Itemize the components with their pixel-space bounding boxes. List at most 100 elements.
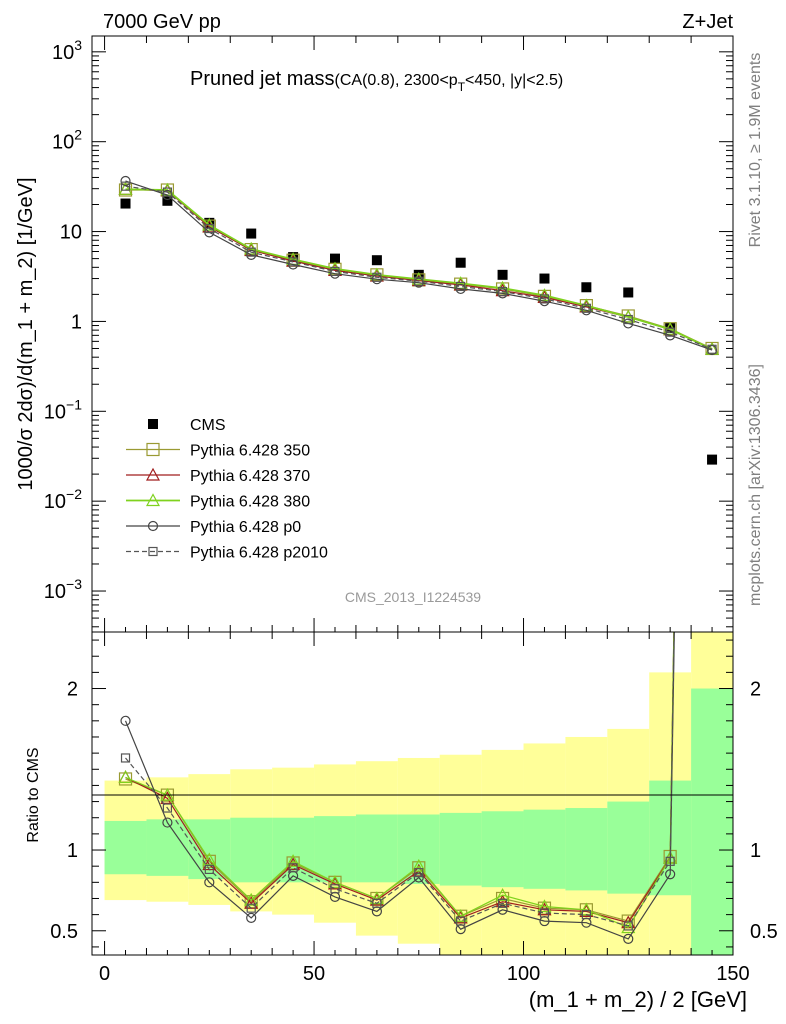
xtick-label: 150: [716, 963, 749, 985]
legend-marker-3: [145, 493, 161, 507]
analysis-label: CMS_2013_I1224539: [345, 589, 481, 605]
ratio-point-1-1: [160, 791, 175, 804]
main-point-0-14: [707, 454, 718, 465]
ratio-point-3-3: [246, 912, 257, 923]
ratio-ytick-label-right: 2: [750, 679, 761, 701]
side-label-mcplots: mcplots.cern.ch [arXiv:1306.3436]: [747, 364, 764, 606]
ratio-ytick-label-right: 1: [750, 840, 761, 862]
main-point-5-4: [288, 257, 298, 267]
ratio-point-3-1: [162, 817, 173, 828]
main-point-0-9: [497, 269, 508, 280]
ratio-series: [118, 632, 678, 944]
main-line-4: [125, 180, 713, 351]
band-green-5: [314, 816, 356, 883]
ratio-y-axis-label: Ratio to CMS: [25, 747, 42, 842]
main-point-3-12: [621, 309, 636, 323]
main-ytick-label: 10−1: [44, 396, 82, 423]
main-point-0-1: [162, 195, 173, 206]
legend-marker-5: [148, 546, 158, 557]
ratio-line-2: [125, 632, 675, 929]
ratio-point-4-3: [246, 903, 256, 913]
legend-label-5: Pythia 6.428 p2010: [190, 545, 328, 562]
main-point-5-0: [120, 181, 131, 191]
main-point-5-5: [330, 266, 340, 277]
chart-title-sub: (CA(0.8), 2300<p: [335, 72, 458, 89]
main-point-0-5: [329, 253, 340, 264]
ratio-point-3-13: [665, 869, 676, 880]
legend-marker-0: [148, 419, 158, 429]
ratio-point-0-4: [286, 856, 300, 870]
legend-label-0: CMS: [190, 417, 226, 434]
legend-label-3: Pythia 6.428 380: [190, 494, 310, 511]
band-green-0: [104, 820, 147, 875]
ratio-ytick-label-right: 0.5: [750, 921, 778, 943]
main-point-5-6: [372, 272, 382, 282]
main-point-5-14: [707, 344, 717, 354]
main-point-0-2: [204, 217, 215, 228]
band-green-8: [439, 812, 482, 886]
ratio-point-4-8: [456, 916, 466, 926]
ratio-frame: [91, 631, 734, 956]
band-green-4: [272, 817, 315, 883]
ratio-point-4-0: [120, 753, 131, 763]
main-point-4-0: [120, 175, 131, 187]
side-label-rivet: Rivet 3.1.10, ≥ 1.9M events: [747, 53, 764, 248]
header-left: 7000 GeV pp: [103, 11, 221, 33]
main-point-5-9: [497, 286, 508, 297]
main-line-3: [125, 188, 713, 351]
main-ytick-label: 1: [71, 311, 82, 333]
main-ytick-base: 10: [44, 491, 66, 513]
xtick-label: 0: [99, 963, 110, 985]
band-green-1: [146, 819, 189, 876]
main-point-5-11: [581, 303, 591, 313]
main-point-0-4: [288, 252, 299, 263]
ratio-line-0: [125, 632, 675, 922]
band-green-6: [355, 814, 398, 883]
main-point-5-7: [414, 276, 424, 286]
main-ytick-base: 10: [52, 42, 74, 64]
band-green-12: [607, 801, 650, 894]
main-point-3-6: [369, 267, 384, 281]
legend-label-1: Pythia 6.428 350: [190, 443, 310, 460]
ratio-point-4-7: [414, 868, 424, 878]
band-green-14: [691, 688, 733, 955]
band-green-10: [523, 809, 566, 889]
main-y-axis-label: 1000/σ 2dσ)/d(m_1 + m_2) [1/GeV]: [15, 177, 37, 490]
ratio-point-4-6: [372, 898, 382, 908]
main-ytick-exp: 3: [74, 37, 82, 53]
x-axis-label: (m_1 + m_2) / 2 [GeV]: [529, 987, 747, 1012]
main-point-0-0: [120, 198, 131, 209]
ratio-point-2-9: [495, 887, 510, 901]
legend-marker-2: [145, 467, 161, 481]
ratio-point-2-0: [118, 770, 133, 783]
band-green-9: [481, 811, 524, 888]
main-line-5: [125, 185, 713, 350]
main-series: [118, 175, 720, 465]
header-right: Z+Jet: [682, 11, 733, 33]
ratio-point-3-0: [120, 715, 131, 726]
main-point-5-8: [456, 281, 466, 292]
main-point-0-10: [539, 273, 550, 284]
main-ytick-exp: 2: [74, 127, 82, 143]
xtick-label: 100: [507, 963, 540, 985]
main-point-5-2: [204, 223, 214, 234]
ratio-ytick-label-left: 0.5: [50, 921, 78, 943]
main-ytick-exp: −1: [66, 396, 82, 412]
main-ytick-base: 10: [60, 222, 82, 244]
main-point-0-11: [581, 282, 592, 293]
ratio-point-2-4: [286, 854, 301, 867]
legend-marker-1: [146, 442, 160, 457]
band-green-11: [565, 808, 608, 891]
ratio-y-ticks: 0.5 0.5 1 1 2 2: [50, 639, 778, 948]
band-green-7: [397, 814, 440, 884]
legend-label-2: Pythia 6.428 370: [190, 468, 310, 485]
ratio-point-2-5: [327, 875, 343, 888]
xtick-label: 50: [303, 963, 325, 985]
main-point-5-1: [162, 187, 173, 197]
ratio-point-4-5: [330, 884, 340, 894]
main-ytick-label: 103: [52, 37, 82, 64]
ratio-point-4-11: [581, 910, 591, 920]
ratio-point-2-10: [537, 899, 552, 913]
main-point-5-12: [623, 314, 633, 325]
ratio-ytick-label-left: 1: [67, 840, 78, 862]
